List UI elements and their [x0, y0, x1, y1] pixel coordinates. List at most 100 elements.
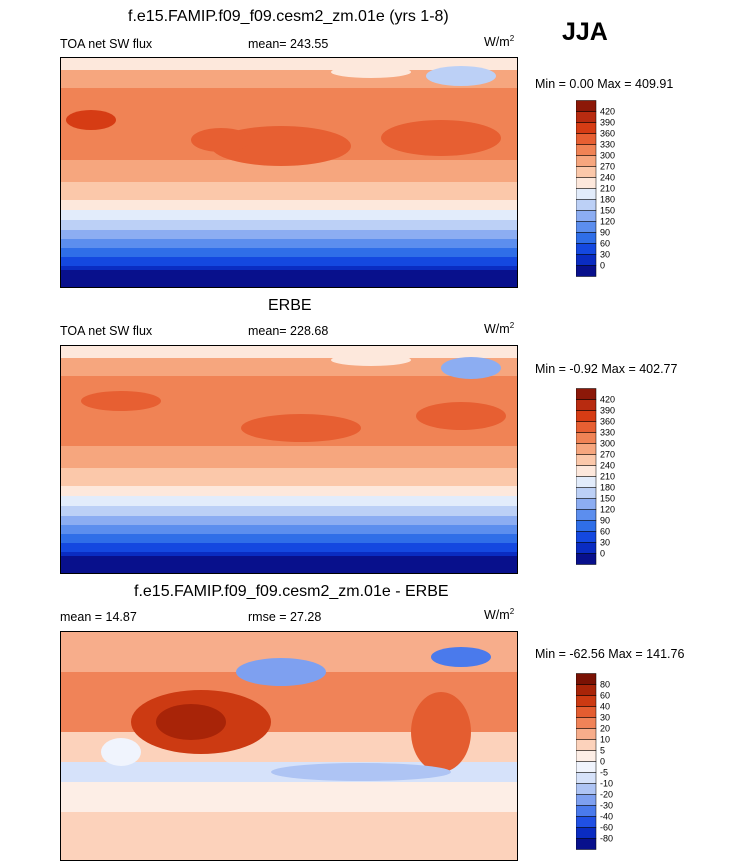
colorbar-tick-label: 390 — [600, 118, 615, 128]
colorbar-box — [576, 410, 597, 422]
map-model — [60, 57, 518, 288]
colorbar-box — [576, 144, 597, 156]
colorbar-box — [576, 717, 597, 729]
colorbar-tick-label: 0 — [600, 549, 605, 559]
map-field-diff — [61, 632, 517, 860]
colorbar-tick-label: 60 — [600, 527, 610, 537]
colorbar-tick-label: 0 — [600, 261, 605, 271]
colorbar-box — [576, 816, 597, 828]
colorbar-box — [576, 232, 597, 244]
colorbar-tick-label: -30 — [600, 801, 613, 811]
colorbar-box — [576, 739, 597, 751]
colorbar-box — [576, 772, 597, 784]
colorbar-box — [576, 487, 597, 499]
map-diff — [60, 631, 518, 861]
colorbar-box — [576, 838, 597, 850]
colorbar-tick-label: 240 — [600, 173, 615, 183]
season-label: JJA — [562, 18, 608, 46]
colorbar-tick-label: 80 — [600, 680, 610, 690]
colorbar-box — [576, 122, 597, 134]
variable-label: TOA net SW flux — [60, 37, 153, 51]
minmax-label: Min = 0.00 Max = 409.91 — [535, 77, 674, 91]
variable-label: TOA net SW flux — [60, 324, 153, 338]
colorbar-tick-label: 180 — [600, 195, 615, 205]
colorbar-tick-label: 330 — [600, 140, 615, 150]
colorbar-box — [576, 542, 597, 554]
mean-label: mean= 228.68 — [248, 324, 329, 338]
colorbar-box — [576, 476, 597, 488]
colorbar-box — [576, 166, 597, 178]
colorbar-box — [576, 531, 597, 543]
colorbar-tick-label: 90 — [600, 228, 610, 238]
colorbar-box — [576, 155, 597, 167]
colorbar-box — [576, 465, 597, 477]
colorbar-box — [576, 199, 597, 211]
colorbar-tick-label: -10 — [600, 779, 613, 789]
colorbar-tick-label: 30 — [600, 250, 610, 260]
colorbar-tick-label: 180 — [600, 483, 615, 493]
colorbar-box — [576, 388, 597, 400]
colorbar-tick-label: 5 — [600, 746, 605, 756]
colorbar-tick-label: -60 — [600, 823, 613, 833]
colorbar-box — [576, 432, 597, 444]
colorbar-box — [576, 805, 597, 817]
colorbar-tick-label: 330 — [600, 428, 615, 438]
map-field-obs — [61, 346, 517, 573]
colorbar-box — [576, 827, 597, 839]
panel-title: ERBE — [268, 297, 312, 314]
units-label: W/m2 — [484, 321, 515, 337]
minmax-label: Min = -62.56 Max = 141.76 — [535, 647, 685, 661]
colorbar-box — [576, 750, 597, 762]
colorbar-box — [576, 421, 597, 433]
units-label: W/m2 — [484, 34, 515, 50]
colorbar-box — [576, 520, 597, 532]
colorbar-box — [576, 706, 597, 718]
colorbar-tick-label: 360 — [600, 129, 615, 139]
colorbar-tick-label: 270 — [600, 450, 615, 460]
map-field-model — [61, 58, 517, 287]
colorbar-box — [576, 133, 597, 145]
colorbar-tick-label: 60 — [600, 691, 610, 701]
colorbar-tick-label: 360 — [600, 417, 615, 427]
colorbar-tick-label: 210 — [600, 184, 615, 194]
colorbar-box — [576, 100, 597, 112]
colorbar-tick-label: 150 — [600, 206, 615, 216]
colorbar-tick-label: 120 — [600, 505, 615, 515]
colorbar-box — [576, 684, 597, 696]
colorbar-box — [576, 221, 597, 233]
mean-label: mean= 243.55 — [248, 37, 329, 51]
colorbar-tick-label: 120 — [600, 217, 615, 227]
colorbar-box — [576, 399, 597, 411]
colorbar-tick-label: -5 — [600, 768, 608, 778]
mean-label: mean = 14.87 — [60, 610, 137, 624]
units-label: W/m2 — [484, 607, 515, 623]
panel-title: f.e15.FAMIP.f09_f09.cesm2_zm.01e (yrs 1-… — [128, 8, 449, 25]
colorbar-tick-label: 90 — [600, 516, 610, 526]
colorbar-box — [576, 761, 597, 773]
colorbar-tick-label: 210 — [600, 472, 615, 482]
colorbar-tick-label: 420 — [600, 395, 615, 405]
colorbar-tick-label: 420 — [600, 107, 615, 117]
panel-title: f.e15.FAMIP.f09_f09.cesm2_zm.01e - ERBE — [134, 583, 449, 600]
colorbar-box — [576, 265, 597, 277]
colorbar-tick-label: 40 — [600, 702, 610, 712]
colorbar-box — [576, 794, 597, 806]
colorbar-tick-label: 30 — [600, 538, 610, 548]
colorbar-tick-label: 20 — [600, 724, 610, 734]
colorbar-tick-label: 0 — [600, 757, 605, 767]
colorbar-tick-label: 150 — [600, 494, 615, 504]
colorbar-box — [576, 177, 597, 189]
colorbar-tick-label: 270 — [600, 162, 615, 172]
colorbar-box — [576, 443, 597, 455]
colorbar-box — [576, 454, 597, 466]
colorbar-tick-label: -80 — [600, 834, 613, 844]
colorbar-tick-label: 390 — [600, 406, 615, 416]
colorbar-tick-label: 30 — [600, 713, 610, 723]
minmax-label: Min = -0.92 Max = 402.77 — [535, 362, 678, 376]
colorbar-tick-label: 60 — [600, 239, 610, 249]
colorbar-box — [576, 243, 597, 255]
colorbar-tick-label: 300 — [600, 439, 615, 449]
